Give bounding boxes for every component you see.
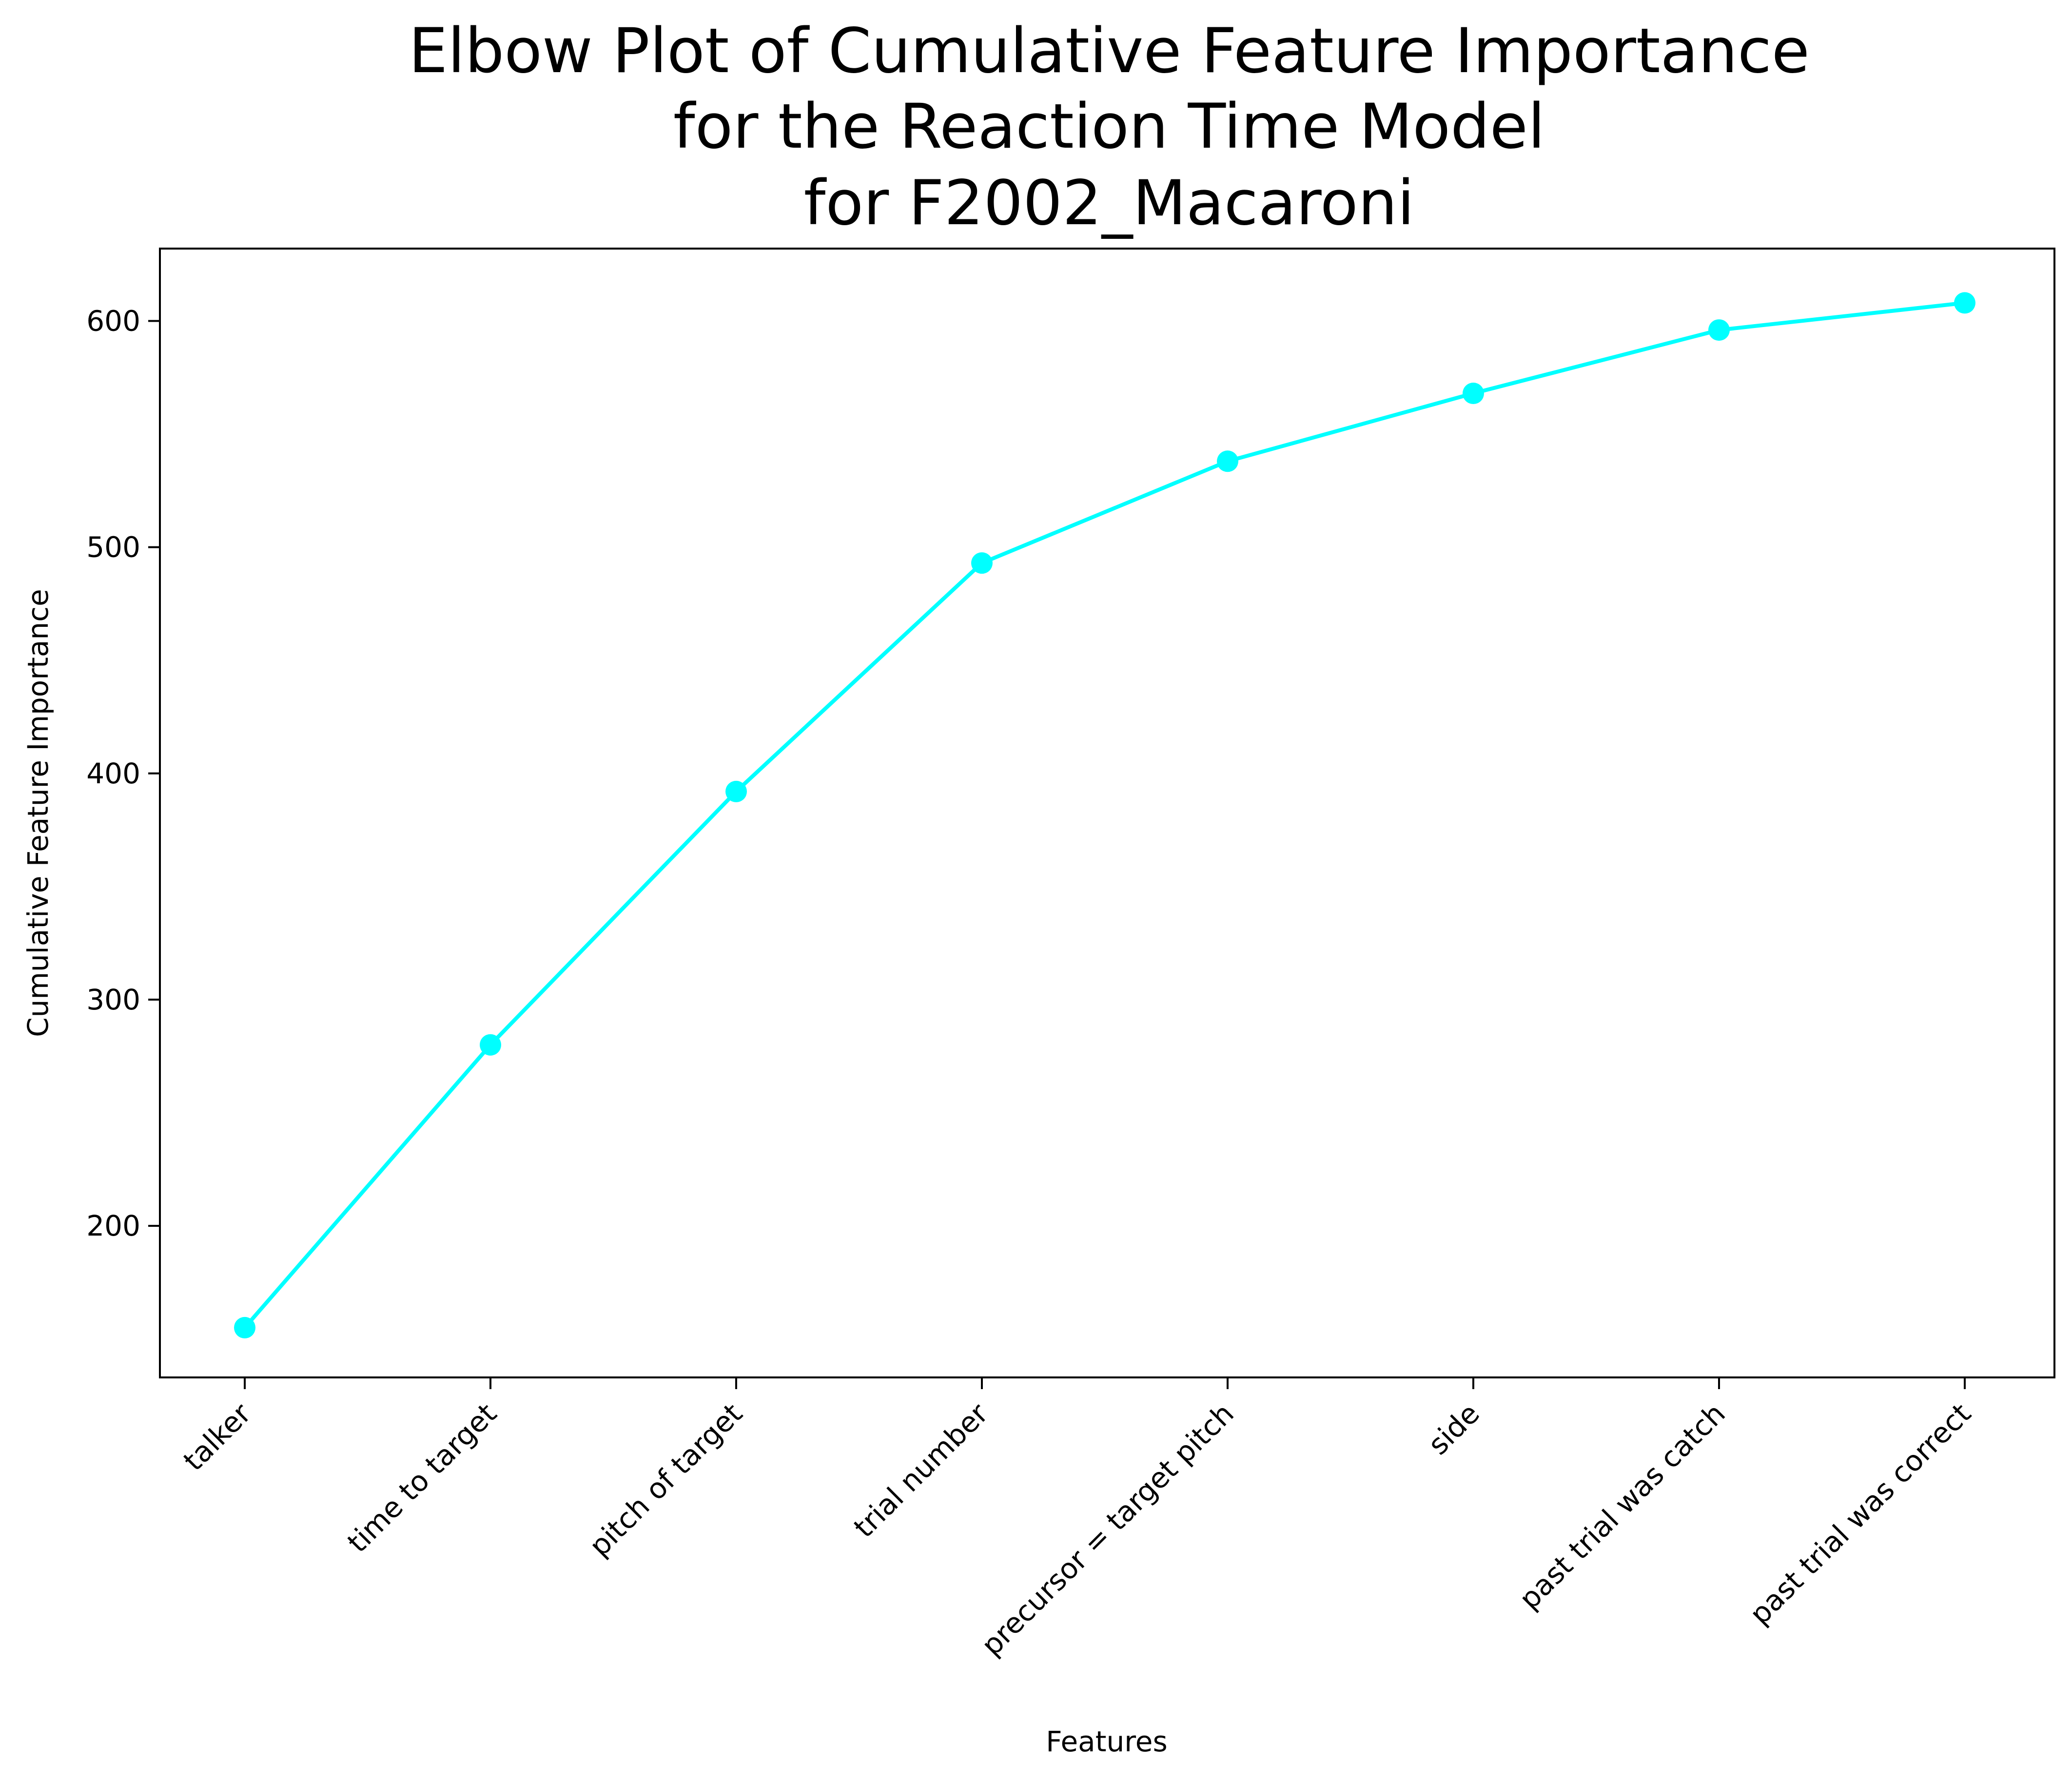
- x-tick-label: trial number: [847, 1397, 995, 1544]
- x-tick-label: time to target: [341, 1397, 503, 1559]
- x-tick-label: precursor = target pitch: [975, 1397, 1240, 1662]
- x-tick-label: past trial was catch: [1513, 1397, 1732, 1616]
- data-point: [1708, 319, 1730, 341]
- x-tick-label: pitch of target: [583, 1397, 748, 1563]
- x-axis-label: Features: [1046, 1725, 1167, 1758]
- y-tick-label: 300: [86, 983, 140, 1016]
- y-axis-ticks: 200 300 400 500 600: [86, 305, 160, 1242]
- data-point: [1463, 383, 1484, 405]
- data-point: [971, 552, 993, 574]
- x-tick-label: past trial was correct: [1743, 1397, 1977, 1631]
- y-tick-label: 200: [86, 1209, 140, 1242]
- series-cumulative-importance: [234, 292, 1975, 1338]
- y-tick-label: 400: [86, 757, 140, 790]
- data-point: [480, 1034, 501, 1056]
- data-point: [234, 1316, 255, 1338]
- chart-title-line-3: for F2002_Macaroni: [804, 167, 1415, 239]
- plot-area-frame: [159, 248, 2055, 1378]
- x-axis-ticks: talker time to target pitch of target trial…: [177, 1377, 1977, 1662]
- x-tick-label: side: [1422, 1397, 1486, 1461]
- chart-title-line-2: for the Reaction Time Model: [673, 90, 1545, 162]
- y-tick-label: 500: [86, 531, 140, 564]
- data-point: [725, 780, 747, 802]
- x-tick-label: talker: [177, 1397, 257, 1477]
- y-axis-label: Cumulative Feature Importance: [21, 589, 55, 1037]
- chart-title-line-1: Elbow Plot of Cumulative Feature Importa…: [409, 15, 1810, 87]
- series-line: [243, 301, 1965, 1329]
- data-point: [1954, 292, 1975, 314]
- data-point: [1217, 450, 1238, 472]
- y-tick-label: 600: [86, 305, 140, 338]
- chart-title: Elbow Plot of Cumulative Feature Importa…: [409, 15, 1810, 239]
